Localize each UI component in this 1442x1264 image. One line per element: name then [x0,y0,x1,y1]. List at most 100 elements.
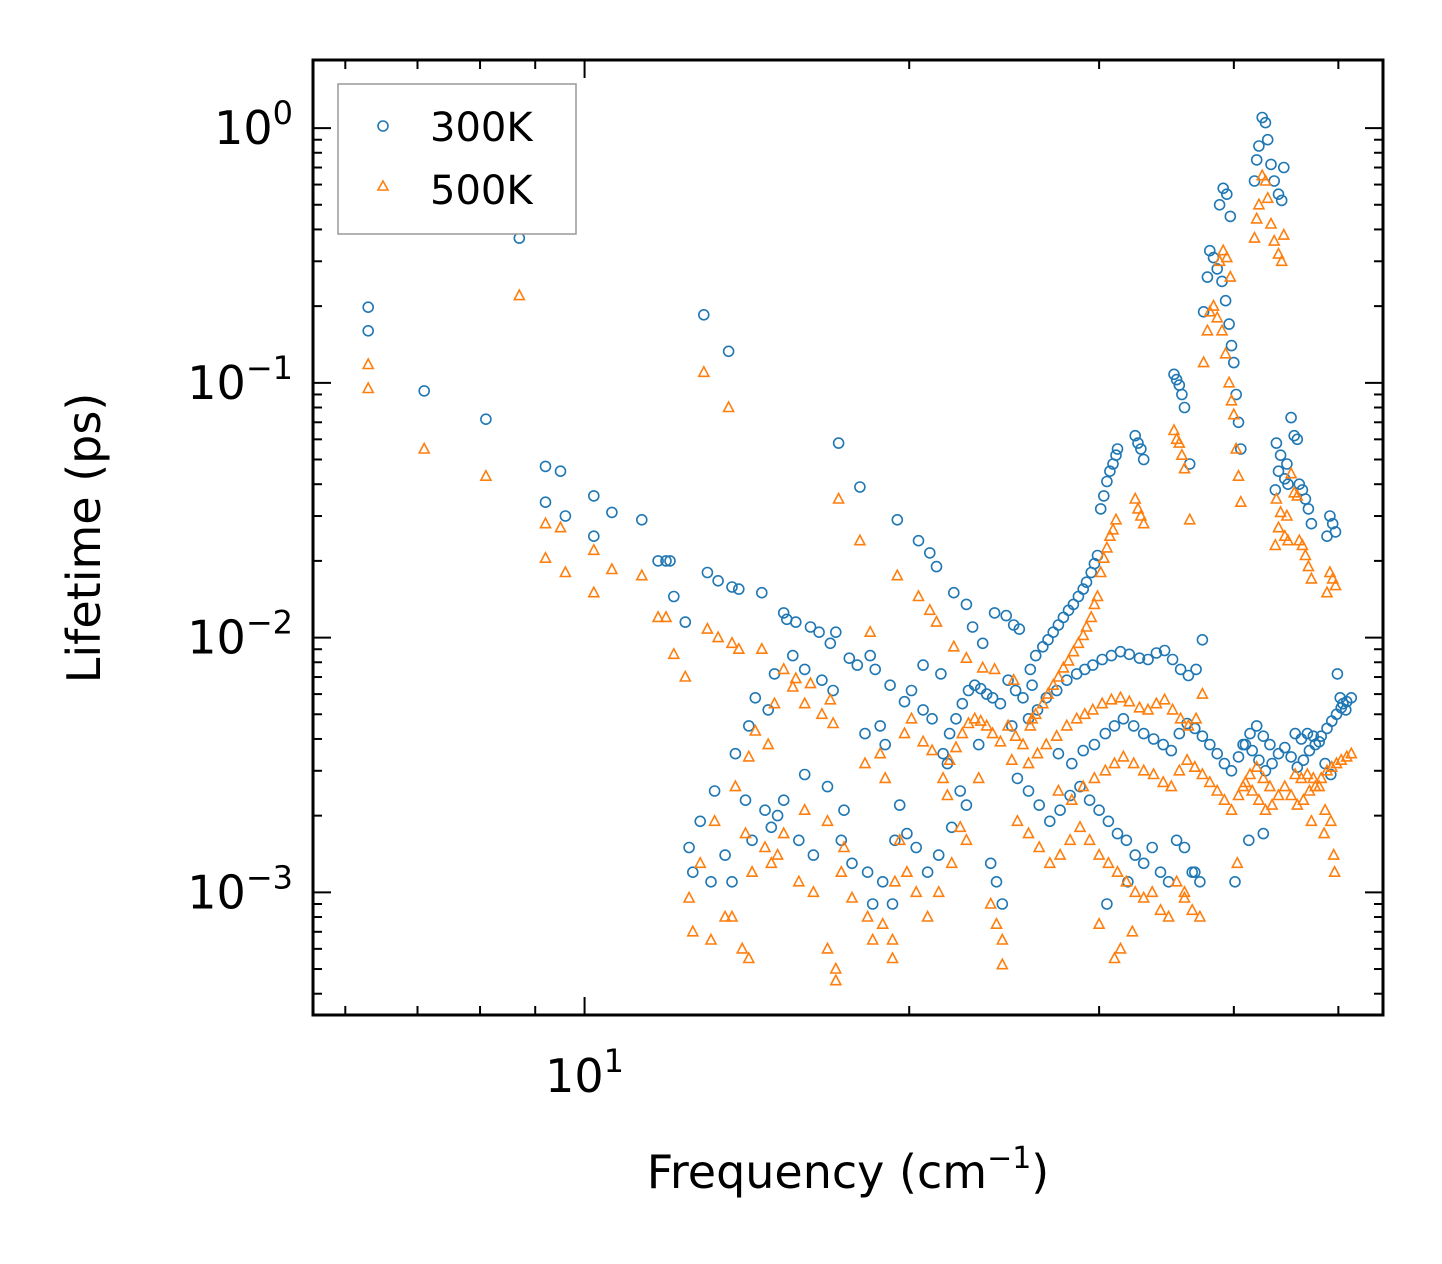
point-300k [1257,730,1270,743]
legend: 300K 500K [337,83,577,235]
point-500k [900,864,914,878]
point-500k [995,957,1009,970]
point-500k [725,636,739,649]
point-500k [1299,548,1312,561]
point-300k [1281,458,1293,470]
point-500k [1250,211,1264,224]
point-300k [1009,684,1022,697]
point-500k [1182,718,1195,731]
point-500k [792,874,806,887]
point-300k [1104,465,1116,478]
point-500k [1178,890,1191,903]
point-300k [1108,720,1121,732]
point-500k [1252,792,1266,806]
point-500k [1274,505,1287,518]
point-300k [994,697,1007,710]
point-500k [1086,702,1100,715]
point-300k [1142,653,1154,666]
point-500k [1314,771,1328,784]
point-300k [1204,738,1216,751]
point-300k [1101,475,1113,488]
point-300k [1253,140,1265,152]
point-300k [559,510,572,522]
point-500k [1060,718,1074,731]
point-500k [1234,494,1248,508]
point-500k [1114,941,1127,954]
point-300k [1178,401,1191,414]
point-300k [889,834,901,847]
point-500k [1196,767,1209,780]
point-500k [1170,874,1183,887]
point-500k [960,650,973,664]
point-300k [943,727,956,740]
point-500k [479,468,493,482]
point-500k [947,639,961,652]
point-300k [869,663,882,676]
point-500k [1267,233,1281,246]
legend-marker-500k [376,179,390,191]
point-500k [1022,826,1035,839]
point-300k [905,684,918,697]
point-300k [832,437,845,449]
x-axis-title-end: ) [1031,1145,1049,1199]
point-500k [1305,571,1318,584]
point-500k [739,826,752,839]
point-300k [846,857,858,870]
point-300k [937,747,949,760]
point-500k [1306,771,1320,784]
point-500k [789,671,803,684]
point-500k [1250,759,1264,773]
point-500k [361,357,375,370]
point-500k [587,543,601,556]
point-300k [1237,738,1249,751]
point-300k [1178,841,1191,854]
point-300k [1137,857,1150,870]
point-500k [1327,847,1341,860]
point-500k [1120,874,1133,887]
point-300k [984,857,997,870]
point-300k [1244,727,1256,740]
point-300k [1228,356,1240,369]
point-300k [1127,720,1140,732]
x-axis-title-text: Frequency (cm [647,1145,987,1199]
point-500k [863,624,877,638]
tick-labels-layer: 100 10−1 10−2 10−3 101 [187,94,624,1103]
point-500k [1236,779,1250,792]
point-300k [843,652,856,665]
point-500k [960,833,973,846]
point-300k [950,712,962,725]
point-300k [1232,751,1245,763]
point-300k [726,581,738,593]
point-500k [667,647,681,660]
point-500k [826,716,840,729]
point-300k [1291,433,1304,446]
point-500k [1223,269,1237,282]
point-300k [722,345,735,358]
point-300k [1285,751,1297,763]
point-500k [1117,749,1130,762]
point-300k [1022,785,1035,797]
point-300k [1158,644,1171,657]
point-300k [1080,576,1093,589]
point-500k [990,916,1003,930]
point-300k [1054,804,1066,817]
point-500k [1296,538,1309,551]
point-300k [1157,738,1169,751]
point-500k [1263,779,1277,792]
point-500k [930,614,943,627]
point-300k [1120,834,1133,847]
point-300k [1266,757,1278,770]
point-300k [798,768,811,781]
point-300k [968,679,981,692]
point-500k [984,896,998,909]
point-500k [873,746,887,759]
point-500k [1009,728,1022,742]
point-500k [1105,692,1118,705]
series-500k [361,168,1358,986]
y-tick-label: 100 [214,94,293,155]
point-300k [1123,648,1136,661]
point-500k [932,885,946,898]
point-500k [1166,702,1179,715]
point-300k [1098,490,1110,502]
point-300k [1331,668,1344,680]
